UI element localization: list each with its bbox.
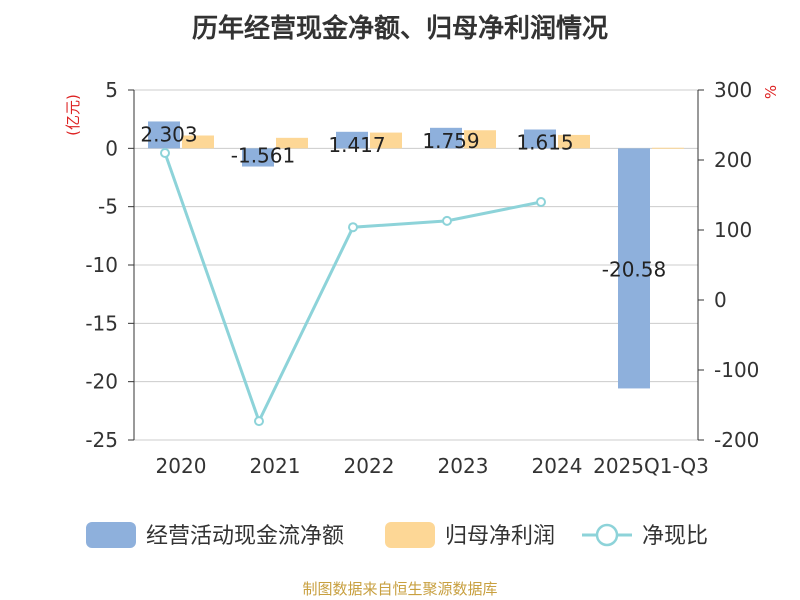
line-point [348,222,358,233]
y-right-unit-label: % [762,85,780,99]
bar-cashflow [242,148,274,167]
data-label: 1.417 [328,133,385,157]
bar-cashflow [524,129,556,149]
bar-cashflow [148,121,180,149]
data-label: -20.58 [602,257,666,281]
y-left-tick-label: 0 [105,136,118,160]
bar-cashflow [430,127,462,149]
data-label: 1.759 [422,129,479,153]
data-label: 2.303 [140,122,197,146]
legend-label: 归母净利润 [445,524,555,549]
data-label: -1.561 [231,144,295,168]
y-left-tick-label: -25 [85,428,118,452]
data-label: 1.615 [516,130,573,154]
x-tick-label: 2020 [156,454,207,478]
line-jingxianbi [163,152,542,425]
bar-cashflow [618,148,650,389]
bar-netprofit [182,135,214,149]
x-tick-label: 2025Q1-Q3 [593,454,709,478]
bar-netprofit [464,130,496,149]
line-point [254,416,264,427]
chart-title: 历年经营现金净额、归母净利润情况 [191,14,608,44]
line-point [442,215,452,226]
y-left-tick-label: -5 [98,195,118,219]
legend-swatch [86,522,136,548]
bar-netprofit [276,137,308,149]
y-left-unit-label: (亿元) [64,94,82,136]
y-right-tick-label: 0 [714,288,727,312]
source-note: 制图数据来自恒生聚源数据库 [302,580,498,598]
bar-netprofit [652,147,684,149]
y-left-tick-label: -20 [85,370,118,394]
x-tick-label: 2024 [532,454,583,478]
line-point [536,197,546,207]
y-right-tick-label: -100 [714,358,759,382]
y-right-tick-label: 100 [714,218,752,242]
legend-label: 净现比 [642,524,708,549]
x-tick-label: 2022 [344,454,395,478]
bar-netprofit [558,134,590,149]
y-right-tick-label: 200 [714,148,752,172]
legend-swatch [385,522,435,548]
line-point [160,148,170,158]
y-left-tick-label: -10 [85,253,118,277]
y-left-tick-label: -15 [85,311,118,335]
x-tick-label: 2021 [250,454,301,478]
legend-marker [595,523,619,547]
x-tick-label: 2023 [438,454,489,478]
y-right-tick-label: -200 [714,428,759,452]
bar-cashflow [336,131,368,149]
bar-netprofit [370,132,402,149]
y-right-tick-label: 300 [714,78,752,102]
legend-label: 经营活动现金流净额 [146,524,344,549]
y-left-tick-label: 5 [105,78,118,102]
